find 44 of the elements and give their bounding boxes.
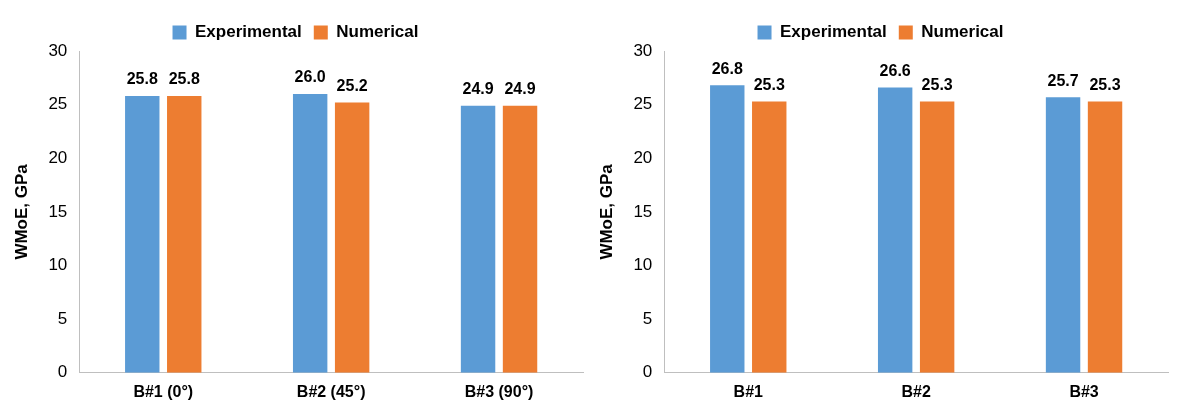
data-label: 24.9 [462,80,494,98]
bar [1045,97,1081,373]
y-tick-label: 30 [48,40,68,60]
bar [877,87,913,373]
x-tick-label: B#1 (0°) [133,382,194,400]
x-tick-label: B#1 [733,382,764,400]
data-label: 26.6 [879,61,911,79]
legend-label: Numerical [921,22,1004,42]
y-tick-label: 5 [57,308,68,328]
legend-label: Numerical [336,22,419,42]
data-label: 24.9 [504,80,536,98]
bar [710,85,745,373]
y-tick-label: 5 [642,308,653,328]
data-label: 25.3 [921,75,953,93]
data-label: 25.8 [168,70,200,88]
data-label: 25.8 [126,70,158,88]
x-tick-label: B#2 (45°) [296,382,366,400]
x-tick-label: B#3 (90°) [464,382,534,400]
y-tick-label: 15 [633,201,653,221]
y-tick-label: 0 [57,362,68,382]
data-label: 25.3 [753,75,785,93]
y-axis-title: WMoE, GPa [11,163,31,260]
bar [1087,101,1123,373]
data-label: 26.0 [294,68,326,86]
data-label: 25.7 [1047,71,1079,89]
data-label: 25.2 [336,76,368,94]
x-tick-label: B#2 [901,382,931,400]
bar [752,101,787,373]
y-tick-label: 20 [48,147,68,167]
y-tick-label: 20 [633,147,653,167]
x-tick-label: B#3 [1069,382,1099,400]
legend-label: Experimental [195,22,302,42]
y-tick-label: 10 [48,255,68,275]
y-tick-label: 30 [633,40,653,60]
y-tick-label: 15 [48,201,68,221]
y-tick-label: 25 [48,94,68,114]
legend-label: Experimental [780,22,887,42]
data-label: 25.3 [1089,75,1121,93]
y-tick-label: 0 [642,362,653,382]
data-label: 26.8 [711,59,743,77]
y-tick-label: 25 [633,94,653,114]
y-tick-label: 10 [633,255,653,275]
bar [919,101,955,373]
y-axis-title: WMoE, GPa [596,163,616,260]
